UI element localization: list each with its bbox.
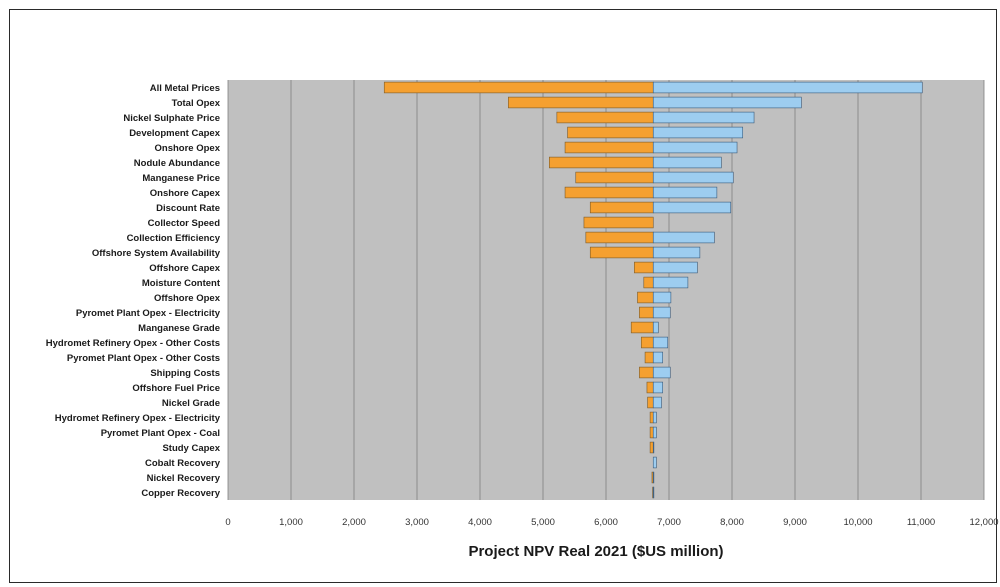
bar-high (652, 261, 698, 274)
bar-low (589, 201, 654, 214)
bar-high (652, 396, 662, 409)
bar-low (585, 231, 654, 244)
category-label: Discount Rate (156, 203, 220, 214)
category-label: Hydromet Refinery Opex - Electricity (55, 413, 221, 424)
category-labels: All Metal Prices Total Opex Nickel Sulphat… (46, 83, 221, 499)
category-label: Development Capex (129, 128, 221, 139)
bar-high (652, 126, 744, 139)
bar-low (383, 81, 654, 94)
bar-high (652, 231, 715, 244)
bar-low (508, 96, 654, 109)
bar-low (643, 276, 654, 289)
bar-high (652, 456, 657, 469)
x-tick-label: 9,000 (783, 517, 807, 528)
category-label: Collection Efficiency (127, 233, 221, 244)
bar-low (640, 336, 654, 349)
category-label: Nickel Recovery (147, 473, 221, 484)
bar-high (652, 246, 701, 259)
bars (383, 81, 923, 499)
bar-low (649, 426, 654, 439)
category-label: Hydromet Refinery Opex - Other Costs (46, 338, 220, 349)
bar-low (630, 321, 654, 334)
category-label: Pyromet Plant Opex - Electricity (76, 308, 221, 319)
category-label: Study Capex (162, 443, 220, 454)
bar-high (652, 111, 755, 124)
bar-high (652, 366, 671, 379)
bar-low (556, 111, 654, 124)
category-label: Onshore Opex (155, 143, 221, 154)
bar-high (652, 171, 734, 184)
x-tick-label: 10,000 (843, 517, 872, 528)
bar-high (652, 276, 689, 289)
category-label: Nodule Abundance (134, 158, 220, 169)
bar-low (647, 396, 654, 409)
bar-low (564, 141, 654, 154)
category-label: All Metal Prices (150, 83, 220, 94)
x-tick-label: 12,000 (969, 517, 998, 528)
category-label: Offshore Fuel Price (132, 383, 220, 394)
category-label: Collector Speed (148, 218, 221, 229)
bar-low (589, 246, 654, 259)
x-tick-labels: 0 1,000 2,000 3,000 4,000 5,000 6,000 7,000 8,00… (225, 517, 998, 528)
bar-low (567, 126, 654, 139)
bar-high (652, 156, 722, 169)
bar-low (634, 261, 654, 274)
category-label: Nickel Sulphate Price (123, 113, 220, 124)
bar-high (652, 186, 718, 199)
bar-high (652, 486, 655, 499)
category-label: Cobalt Recovery (145, 458, 221, 469)
x-tick-label: 0 (225, 517, 230, 528)
bar-high (652, 411, 657, 424)
bar-high (652, 291, 672, 304)
x-axis-title: Project NPV Real 2021 ($US million) (468, 543, 723, 560)
x-tick-label: 5,000 (531, 517, 555, 528)
x-tick-label: 8,000 (720, 517, 744, 528)
bar-high (652, 441, 655, 454)
category-label: Offshore System Availability (92, 248, 221, 259)
bar-low (649, 441, 654, 454)
bar-low (646, 381, 654, 394)
x-tick-label: 11,000 (907, 517, 935, 528)
bar-high (652, 471, 655, 484)
bar-low (564, 186, 654, 199)
bar-high (652, 201, 732, 214)
category-label: Manganese Grade (138, 323, 220, 334)
bar-low (575, 171, 654, 184)
category-label: Shipping Costs (150, 368, 220, 379)
bar-high (652, 336, 669, 349)
bar-high (652, 141, 738, 154)
category-label: Copper Recovery (141, 488, 220, 499)
bar-low (649, 411, 654, 424)
bar-low (548, 156, 654, 169)
bar-high (652, 81, 923, 94)
bar-low (639, 366, 654, 379)
bar-low (639, 306, 654, 319)
category-label: Nickel Grade (162, 398, 220, 409)
category-label: Pyromet Plant Opex - Coal (101, 428, 220, 439)
x-tick-label: 7,000 (657, 517, 681, 528)
bar-low (644, 351, 654, 364)
x-tick-label: 3,000 (405, 517, 429, 528)
bar-low (583, 216, 654, 229)
x-tick-label: 4,000 (468, 517, 492, 528)
bar-high (652, 321, 659, 334)
bar-high (652, 381, 663, 394)
category-label: Total Opex (172, 98, 221, 109)
category-label: Offshore Capex (149, 263, 220, 274)
bar-high (652, 351, 663, 364)
bar-high (652, 306, 671, 319)
bar-high (652, 426, 657, 439)
x-tick-label: 1,000 (279, 517, 303, 528)
category-label: Offshore Opex (154, 293, 221, 304)
x-tick-label: 6,000 (594, 517, 618, 528)
bar-high (652, 96, 802, 109)
category-label: Onshore Capex (150, 188, 221, 199)
category-label: Moisture Content (142, 278, 221, 289)
bar-low (637, 291, 654, 304)
category-label: Pyromet Plant Opex - Other Costs (67, 353, 220, 364)
x-tick-label: 2,000 (342, 517, 366, 528)
category-label: Manganese Price (142, 173, 220, 184)
